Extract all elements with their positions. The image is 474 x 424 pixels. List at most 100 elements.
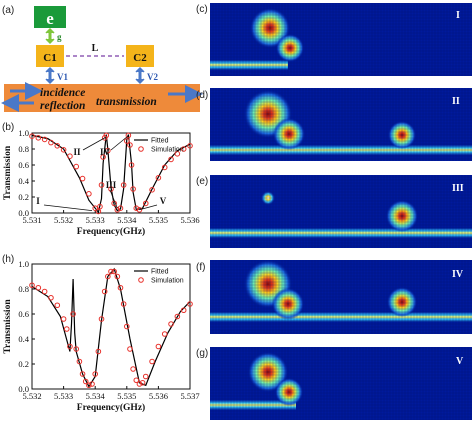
legend-label-fitted: Fitted bbox=[151, 269, 169, 276]
data-point-simulation bbox=[111, 268, 117, 275]
x-tick-label: 5.533 bbox=[54, 391, 73, 401]
data-point-simulation bbox=[97, 203, 103, 210]
link-label: L bbox=[92, 43, 99, 54]
x-tick-label: 5.537 bbox=[180, 391, 199, 401]
y-tick-label: 0.2 bbox=[18, 192, 29, 202]
incidence-text: incidence bbox=[40, 87, 85, 99]
y-tick-label: 0.0 bbox=[18, 208, 29, 218]
data-point-simulation bbox=[67, 343, 73, 350]
g-label: g bbox=[57, 32, 62, 42]
y-tick-label: 0.2 bbox=[18, 359, 29, 369]
data-point-simulation bbox=[187, 301, 193, 307]
data-point-simulation bbox=[79, 371, 86, 377]
x-tick-label: 5.534 bbox=[86, 391, 106, 401]
data-point-simulation bbox=[98, 316, 105, 322]
y-tick-label: 1.0 bbox=[18, 128, 29, 138]
data-point-simulation bbox=[108, 186, 114, 192]
data-point-simulation bbox=[120, 301, 127, 307]
data-point-simulation bbox=[41, 136, 48, 143]
x-tick-label: 5.536 bbox=[149, 391, 168, 401]
panel-label-g: (g) bbox=[196, 348, 208, 359]
data-point-simulation bbox=[174, 151, 181, 157]
data-point-simulation bbox=[161, 331, 168, 337]
data-point-simulation bbox=[105, 147, 111, 154]
data-point-simulation bbox=[168, 321, 174, 327]
plot-frame bbox=[31, 132, 191, 214]
data-point-simulation bbox=[86, 191, 92, 197]
data-point-simulation bbox=[155, 175, 162, 181]
data-point-simulation bbox=[41, 288, 48, 295]
data-point-simulation bbox=[133, 205, 140, 211]
panel-label-b: (b) bbox=[2, 122, 14, 133]
y-tick-label: 0.6 bbox=[18, 309, 29, 319]
v1-label: V1 bbox=[57, 72, 68, 82]
x-tick-label: 5.535 bbox=[149, 215, 168, 225]
x-axis-label: Frequency(GHz) bbox=[77, 226, 145, 237]
x-tick-label: 5.531 bbox=[22, 215, 41, 225]
data-point-simulation bbox=[73, 346, 80, 352]
cavity1-label: C1 bbox=[43, 52, 56, 64]
data-point-simulation bbox=[127, 346, 133, 352]
data-point-simulation bbox=[161, 164, 168, 171]
data-point-simulation bbox=[168, 156, 174, 163]
data-point-simulation bbox=[101, 288, 108, 295]
data-point-simulation bbox=[76, 358, 83, 365]
y-axis-label: Transmission bbox=[3, 145, 13, 200]
data-point-simulation bbox=[155, 343, 162, 350]
legend-swatch-simulation bbox=[138, 146, 144, 152]
field-map-c: (c) I bbox=[196, 3, 472, 76]
y-tick-label: 0.8 bbox=[18, 144, 29, 154]
data-point-simulation bbox=[105, 273, 111, 280]
annotation-arrow bbox=[110, 136, 128, 151]
field-label-d: II bbox=[452, 96, 460, 107]
data-point-simulation bbox=[86, 382, 92, 389]
data-point-simulation bbox=[95, 348, 102, 355]
data-point-simulation bbox=[89, 381, 95, 387]
data-point-simulation bbox=[70, 311, 76, 317]
field-map-f: (f) IV bbox=[196, 260, 472, 334]
data-point-simulation bbox=[130, 186, 136, 192]
cavity1-box bbox=[36, 45, 64, 67]
data-point-simulation bbox=[149, 187, 155, 193]
data-point-simulation bbox=[35, 135, 42, 141]
data-point-simulation bbox=[67, 153, 73, 159]
legend-label-simulation: Simulation bbox=[151, 147, 184, 154]
data-point-simulation bbox=[117, 205, 124, 211]
annotation-i: I bbox=[36, 196, 40, 206]
y-tick-label: 0.4 bbox=[18, 176, 29, 186]
x-tick-label: 5.532 bbox=[54, 215, 73, 225]
data-point-simulation bbox=[29, 133, 35, 139]
legend-swatch-simulation bbox=[138, 277, 144, 283]
data-point-simulation bbox=[180, 307, 187, 314]
data-point-simulation bbox=[127, 142, 133, 148]
data-point-simulation bbox=[142, 373, 149, 380]
x-tick-label: 5.534 bbox=[117, 215, 137, 225]
panel-label-c: (c) bbox=[196, 4, 208, 15]
emitter-box bbox=[34, 6, 66, 28]
data-point-simulation bbox=[124, 323, 130, 330]
reflection-text: reflection bbox=[40, 100, 85, 112]
emitter-label: e bbox=[46, 9, 54, 28]
data-point-simulation bbox=[54, 302, 61, 309]
field-label-g: V bbox=[456, 356, 464, 367]
data-point-simulation bbox=[103, 132, 110, 139]
data-point-simulation bbox=[136, 381, 143, 387]
data-point-simulation bbox=[54, 143, 61, 149]
data-point-simulation bbox=[187, 143, 193, 149]
x-tick-label: 5.536 bbox=[180, 215, 199, 225]
data-point-simulation bbox=[100, 154, 106, 160]
x-tick-label: 5.532 bbox=[22, 391, 41, 401]
annotation-arrow bbox=[43, 204, 93, 211]
panel-label-f: (f) bbox=[196, 262, 205, 273]
cavity2-label: C2 bbox=[133, 52, 147, 64]
data-point-simulation bbox=[98, 182, 105, 188]
legend-label-simulation: Simulation bbox=[151, 278, 184, 285]
data-point-simulation bbox=[142, 200, 149, 207]
plot-frame bbox=[31, 263, 191, 390]
annotation-arrow bbox=[109, 189, 118, 209]
series-line-fitted bbox=[31, 134, 191, 214]
data-point-simulation bbox=[82, 378, 89, 385]
panel-label-d: (d) bbox=[196, 90, 208, 101]
data-point-simulation bbox=[130, 366, 136, 372]
annotation-iv: IV bbox=[100, 147, 111, 157]
